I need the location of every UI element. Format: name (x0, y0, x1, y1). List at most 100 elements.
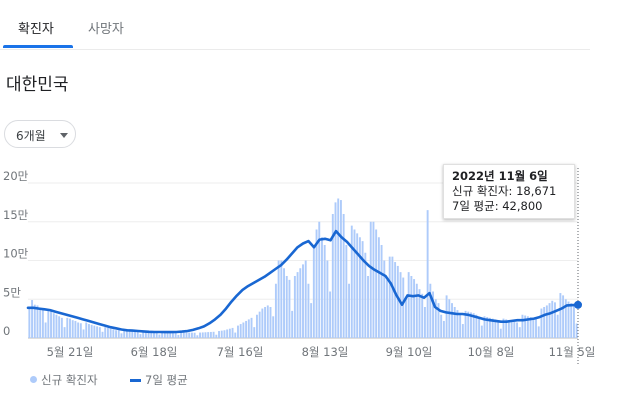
daily-case-bar (182, 332, 185, 338)
daily-case-bar (302, 264, 304, 338)
daily-case-bar (199, 332, 201, 338)
period-dropdown[interactable]: 6개월 (4, 120, 76, 148)
daily-case-bar (426, 210, 429, 338)
daily-case-bar (383, 260, 386, 338)
tooltip-seven-day-average: 7일 평균: 42,800 (452, 199, 543, 213)
daily-case-bar (396, 265, 399, 338)
daily-case-bar (55, 314, 58, 338)
daily-case-bar (386, 279, 388, 338)
daily-case-bar (518, 327, 521, 338)
region-title: 대한민국 (6, 75, 69, 95)
daily-case-bar (171, 332, 174, 338)
line-series-swatch (130, 379, 141, 382)
y-axis-labels: 0 5만 10만 15만 20만 (3, 169, 29, 338)
daily-case-bar (123, 330, 126, 338)
chart-tooltip: 2022년 11월 6일 신규 확진자: 18,671 7일 평균: 42,80… (443, 164, 575, 219)
daily-case-bar (269, 307, 272, 338)
daily-case-bar (291, 310, 294, 338)
daily-case-bar (185, 332, 188, 338)
daily-case-bar (326, 260, 329, 338)
daily-case-bar (196, 335, 199, 338)
y-tick-label: 10만 (3, 247, 29, 261)
daily-case-bar (226, 329, 229, 338)
daily-case-bar (69, 318, 71, 338)
x-tick-label: 8월 13일 (302, 345, 349, 359)
daily-case-bar (375, 229, 378, 338)
daily-case-bar (402, 277, 405, 338)
daily-case-bar (128, 331, 131, 338)
daily-case-bar (60, 317, 63, 338)
cases-chart[interactable]: 0 5만 10만 15만 20만 5월 21일 6월 18일 7월 16일 8월 13일 9월 … (0, 160, 600, 365)
daily-case-bar (551, 300, 554, 338)
y-tick-label: 5만 (3, 285, 21, 299)
daily-case-bar (448, 299, 451, 338)
y-tick-label: 0 (3, 324, 10, 338)
daily-case-bar (532, 317, 535, 338)
daily-case-bar (158, 334, 161, 338)
daily-case-bar (204, 332, 207, 338)
tab-deaths[interactable]: 사망자 (88, 22, 124, 37)
daily-case-bar (494, 319, 497, 338)
daily-case-bar (285, 276, 288, 338)
daily-case-bar (502, 318, 505, 338)
daily-case-bar (33, 304, 36, 338)
daily-case-bar (161, 332, 164, 338)
daily-case-bar (559, 293, 562, 338)
daily-case-bar (215, 334, 218, 338)
daily-case-bar (478, 317, 481, 338)
daily-case-bar (101, 331, 104, 338)
daily-case-bar (153, 332, 155, 338)
daily-case-bar (323, 245, 326, 338)
daily-case-bar (44, 322, 47, 338)
daily-case-bar (63, 327, 66, 338)
daily-case-bar (410, 276, 413, 338)
daily-case-bar (367, 276, 369, 338)
daily-case-bar (418, 289, 421, 338)
daily-case-bar (505, 319, 508, 338)
daily-case-bar (193, 332, 196, 338)
daily-case-bar (77, 322, 80, 338)
daily-case-bar (223, 330, 226, 338)
daily-case-bar (253, 327, 256, 338)
daily-case-bar (47, 310, 50, 338)
daily-case-bar (28, 307, 31, 338)
daily-case-bar (212, 331, 215, 338)
tab-bar: 확진자 사망자 (0, 0, 590, 50)
daily-case-bar (556, 314, 559, 338)
daily-case-bar (142, 331, 145, 338)
daily-case-bar (575, 323, 578, 338)
daily-case-bar (350, 225, 353, 338)
daily-case-bar (361, 241, 364, 338)
daily-case-bar (93, 325, 96, 338)
daily-case-bar (497, 320, 500, 338)
daily-case-bar (144, 331, 147, 338)
daily-case-bar (345, 245, 348, 338)
daily-case-bar (82, 329, 85, 338)
y-tick-label: 20만 (3, 169, 29, 183)
daily-case-bar (139, 334, 142, 338)
daily-case-bar (434, 299, 437, 338)
daily-case-bar (201, 332, 204, 338)
legend-label-new-cases: 신규 확진자 (41, 373, 98, 387)
daily-case-bar (234, 332, 237, 338)
daily-case-bar (321, 237, 323, 338)
daily-cases-bars (28, 198, 578, 338)
tab-cases[interactable]: 확진자 (18, 22, 54, 37)
daily-case-bar (488, 317, 491, 338)
seven-day-average-line (26, 168, 582, 365)
daily-case-bar (39, 308, 42, 338)
daily-case-bar (480, 325, 483, 338)
daily-case-bar (445, 295, 448, 338)
daily-case-bar (280, 260, 283, 338)
daily-case-bar (377, 237, 380, 338)
y-tick-label: 15만 (3, 208, 29, 222)
daily-case-bar (548, 303, 551, 338)
daily-case-bar (52, 313, 55, 338)
daily-case-bar (356, 233, 359, 338)
daily-case-bar (499, 328, 502, 338)
x-axis-labels: 5월 21일 6월 18일 7월 16일 8월 13일 9월 10일 10월 8일 11월 … (47, 345, 596, 359)
daily-case-bar (570, 303, 573, 338)
period-dropdown-label: 6개월 (16, 129, 46, 143)
daily-case-bar (472, 313, 475, 338)
daily-case-bar (405, 297, 407, 338)
